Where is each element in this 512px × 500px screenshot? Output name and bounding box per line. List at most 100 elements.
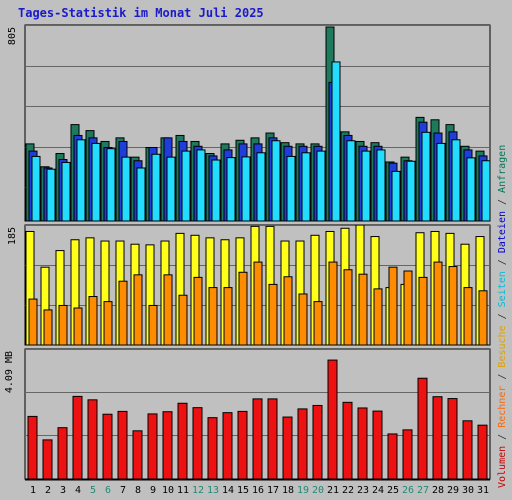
legend-separator: / — [497, 307, 508, 326]
bar-rechner-day-5 — [88, 296, 98, 346]
bar-rechner-day-16 — [253, 261, 263, 346]
x-axis-label-day-25: 25 — [387, 485, 399, 496]
x-axis-label-day-14: 14 — [222, 485, 234, 496]
bar-rechner-day-3 — [58, 304, 68, 346]
x-axis-label-day-5: 5 — [90, 485, 96, 496]
x-axis-label-day-8: 8 — [135, 485, 141, 496]
x-axis-label-day-10: 10 — [162, 485, 174, 496]
bar-rechner-day-19 — [298, 293, 308, 346]
bar-volumen-day-16 — [252, 398, 263, 480]
bar-seiten-day-9 — [151, 153, 161, 222]
bar-volumen-day-6 — [102, 413, 113, 480]
x-axis-label-day-1: 1 — [30, 485, 36, 496]
bar-rechner-day-20 — [313, 301, 323, 346]
bar-seiten-day-11 — [181, 150, 191, 222]
bar-rechner-day-23 — [358, 273, 368, 346]
bar-rechner-day-11 — [178, 294, 188, 346]
x-axis-label-day-26: 26 — [402, 485, 414, 496]
bar-seiten-day-3 — [61, 161, 71, 222]
bar-seiten-day-5 — [91, 142, 101, 222]
bar-volumen-day-2 — [42, 439, 53, 480]
x-axis-label-day-13: 13 — [207, 485, 219, 496]
bar-rechner-day-29 — [448, 266, 458, 346]
x-axis-label-day-9: 9 — [150, 485, 156, 496]
bar-seiten-day-4 — [76, 139, 86, 222]
bar-rechner-day-1 — [28, 298, 38, 346]
bar-rechner-day-10 — [163, 274, 173, 346]
bar-seiten-day-15 — [241, 156, 251, 222]
x-axis-label-day-18: 18 — [282, 485, 294, 496]
x-axis-label-day-16: 16 — [252, 485, 264, 496]
bar-rechner-day-15 — [238, 271, 248, 346]
bar-seiten-day-12 — [196, 149, 206, 222]
bar-volumen-day-27 — [417, 377, 428, 480]
x-axis-label-day-17: 17 — [267, 485, 279, 496]
bar-rechner-day-27 — [418, 276, 428, 346]
bar-volumen-day-20 — [312, 404, 323, 480]
bar-volumen-day-17 — [267, 398, 278, 480]
bar-seiten-day-18 — [286, 155, 296, 222]
bar-rechner-day-18 — [283, 276, 293, 346]
bar-rechner-day-30 — [463, 287, 473, 346]
bar-volumen-day-8 — [132, 430, 143, 480]
bar-volumen-day-15 — [237, 410, 248, 480]
bar-seiten-day-2 — [46, 168, 56, 222]
legend-volumen: Volumen — [497, 445, 508, 488]
bar-volumen-day-30 — [462, 420, 473, 480]
bar-volumen-day-4 — [72, 395, 83, 480]
bar-seiten-day-6 — [106, 148, 116, 222]
bar-volumen-day-28 — [432, 396, 443, 480]
legend-rechner: Rechner — [497, 385, 508, 428]
bar-seiten-day-22 — [346, 140, 356, 222]
x-axis-label-day-2: 2 — [45, 485, 51, 496]
bar-seiten-day-20 — [316, 150, 326, 222]
bar-seiten-day-10 — [166, 156, 176, 222]
bar-rechner-day-7 — [118, 280, 128, 346]
x-axis-label-day-27: 27 — [417, 485, 429, 496]
page-title: Tages-Statistik im Monat Juli 2025 — [18, 6, 264, 20]
bar-volumen-day-18 — [282, 416, 293, 480]
bar-rechner-day-9 — [148, 304, 158, 346]
x-axis-label-day-3: 3 — [60, 485, 66, 496]
legend-anfragen: Anfragen — [497, 144, 508, 193]
bar-rechner-day-21 — [328, 261, 338, 346]
x-axis-label-day-21: 21 — [327, 485, 339, 496]
bar-rechner-day-6 — [103, 301, 113, 346]
legend-dateien: Dateien — [497, 211, 508, 254]
bar-seiten-day-8 — [136, 167, 146, 222]
bar-volumen-day-9 — [147, 413, 158, 480]
bar-seiten-day-1 — [31, 155, 41, 222]
bar-volumen-day-14 — [222, 412, 233, 480]
x-axis-label-day-23: 23 — [357, 485, 369, 496]
bar-volumen-day-13 — [207, 417, 218, 480]
legend-separator: / — [497, 427, 508, 446]
bar-volumen-day-19 — [297, 408, 308, 480]
x-axis-label-day-30: 30 — [462, 485, 474, 496]
x-axis-label-day-28: 28 — [432, 485, 444, 496]
x-axis-label-day-6: 6 — [105, 485, 111, 496]
bar-seiten-day-26 — [406, 160, 416, 222]
bar-volumen-day-12 — [192, 407, 203, 480]
bar-rechner-day-2 — [43, 309, 53, 346]
bar-rechner-day-28 — [433, 261, 443, 346]
bar-seiten-day-7 — [121, 156, 131, 222]
bar-seiten-day-19 — [301, 152, 311, 222]
bar-rechner-day-8 — [133, 274, 143, 346]
vertical-legend: Volumen / Rechner / Besuche / Seiten / D… — [497, 145, 508, 488]
bar-volumen-day-3 — [57, 427, 68, 480]
bar-rechner-day-4 — [73, 307, 83, 346]
x-axis-label-day-15: 15 — [237, 485, 249, 496]
bar-volumen-day-11 — [177, 402, 188, 480]
bar-seiten-day-21 — [331, 61, 341, 222]
bar-volumen-day-21 — [327, 359, 338, 480]
bar-volumen-day-26 — [402, 429, 413, 480]
bar-seiten-day-24 — [376, 149, 386, 222]
x-axis-label-day-20: 20 — [312, 485, 324, 496]
x-axis-label-day-31: 31 — [477, 485, 489, 496]
bar-rechner-day-12 — [193, 276, 203, 346]
bar-volumen-day-23 — [357, 407, 368, 480]
y-axis-max-label: 185 — [7, 227, 18, 245]
bar-seiten-day-28 — [436, 142, 446, 222]
legend-besuche: Besuche — [497, 325, 508, 368]
